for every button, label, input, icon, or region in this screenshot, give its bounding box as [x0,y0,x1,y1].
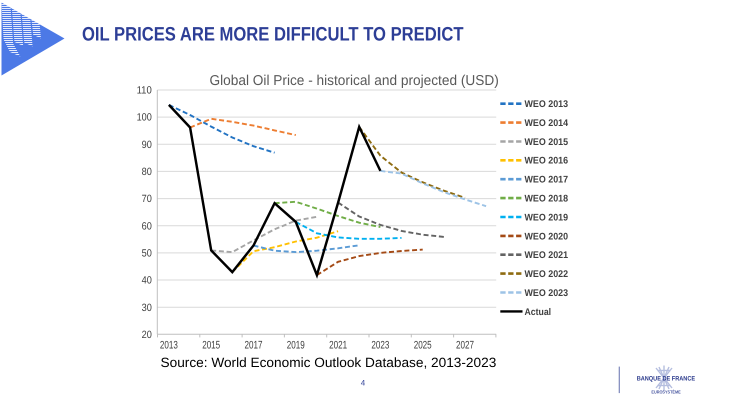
svg-text:2023: 2023 [371,339,389,351]
svg-text:90: 90 [142,139,152,151]
svg-text:BANQUE DE FRANCE: BANQUE DE FRANCE [637,376,696,383]
svg-text:WEO 2023: WEO 2023 [525,288,569,299]
svg-text:WEO 2014: WEO 2014 [525,118,569,129]
svg-text:WEO 2015: WEO 2015 [525,137,569,148]
svg-text:WEO 2019: WEO 2019 [525,212,569,223]
svg-text:WEO 2018: WEO 2018 [525,194,569,205]
svg-text:2019: 2019 [287,339,305,351]
svg-text:OIL PRICES ARE MORE DIFFICULT: OIL PRICES ARE MORE DIFFICULT TO PREDICT [82,24,464,46]
svg-text:Source: World Economic Outlook: Source: World Economic Outlook Database,… [161,355,497,370]
svg-text:80: 80 [142,166,152,178]
svg-text:50: 50 [142,248,152,260]
svg-text:40: 40 [142,275,152,287]
svg-text:Actual: Actual [525,307,552,318]
svg-text:WEO 2021: WEO 2021 [525,250,569,261]
svg-text:30: 30 [142,302,152,314]
svg-text:WEO 2017: WEO 2017 [525,175,569,186]
svg-text:EUROSYSTÈME: EUROSYSTÈME [651,389,680,394]
svg-text:2025: 2025 [414,339,432,351]
svg-text:WEO 2013: WEO 2013 [525,99,569,110]
svg-text:110: 110 [137,85,152,97]
svg-text:2013: 2013 [160,339,178,351]
svg-text:WEO 2016: WEO 2016 [525,156,569,167]
svg-text:100: 100 [137,112,152,124]
svg-text:60: 60 [142,220,152,232]
svg-text:2027: 2027 [456,339,474,351]
svg-text:WEO 2022: WEO 2022 [525,269,569,280]
svg-text:2015: 2015 [202,339,220,351]
svg-text:Global Oil Price - historical: Global Oil Price - historical and projec… [210,73,499,89]
svg-text:WEO 2020: WEO 2020 [525,231,569,242]
svg-text:20: 20 [142,329,152,341]
svg-text:2021: 2021 [329,339,347,351]
svg-text:4: 4 [361,379,366,388]
svg-text:70: 70 [142,193,152,205]
svg-text:2017: 2017 [245,339,263,351]
